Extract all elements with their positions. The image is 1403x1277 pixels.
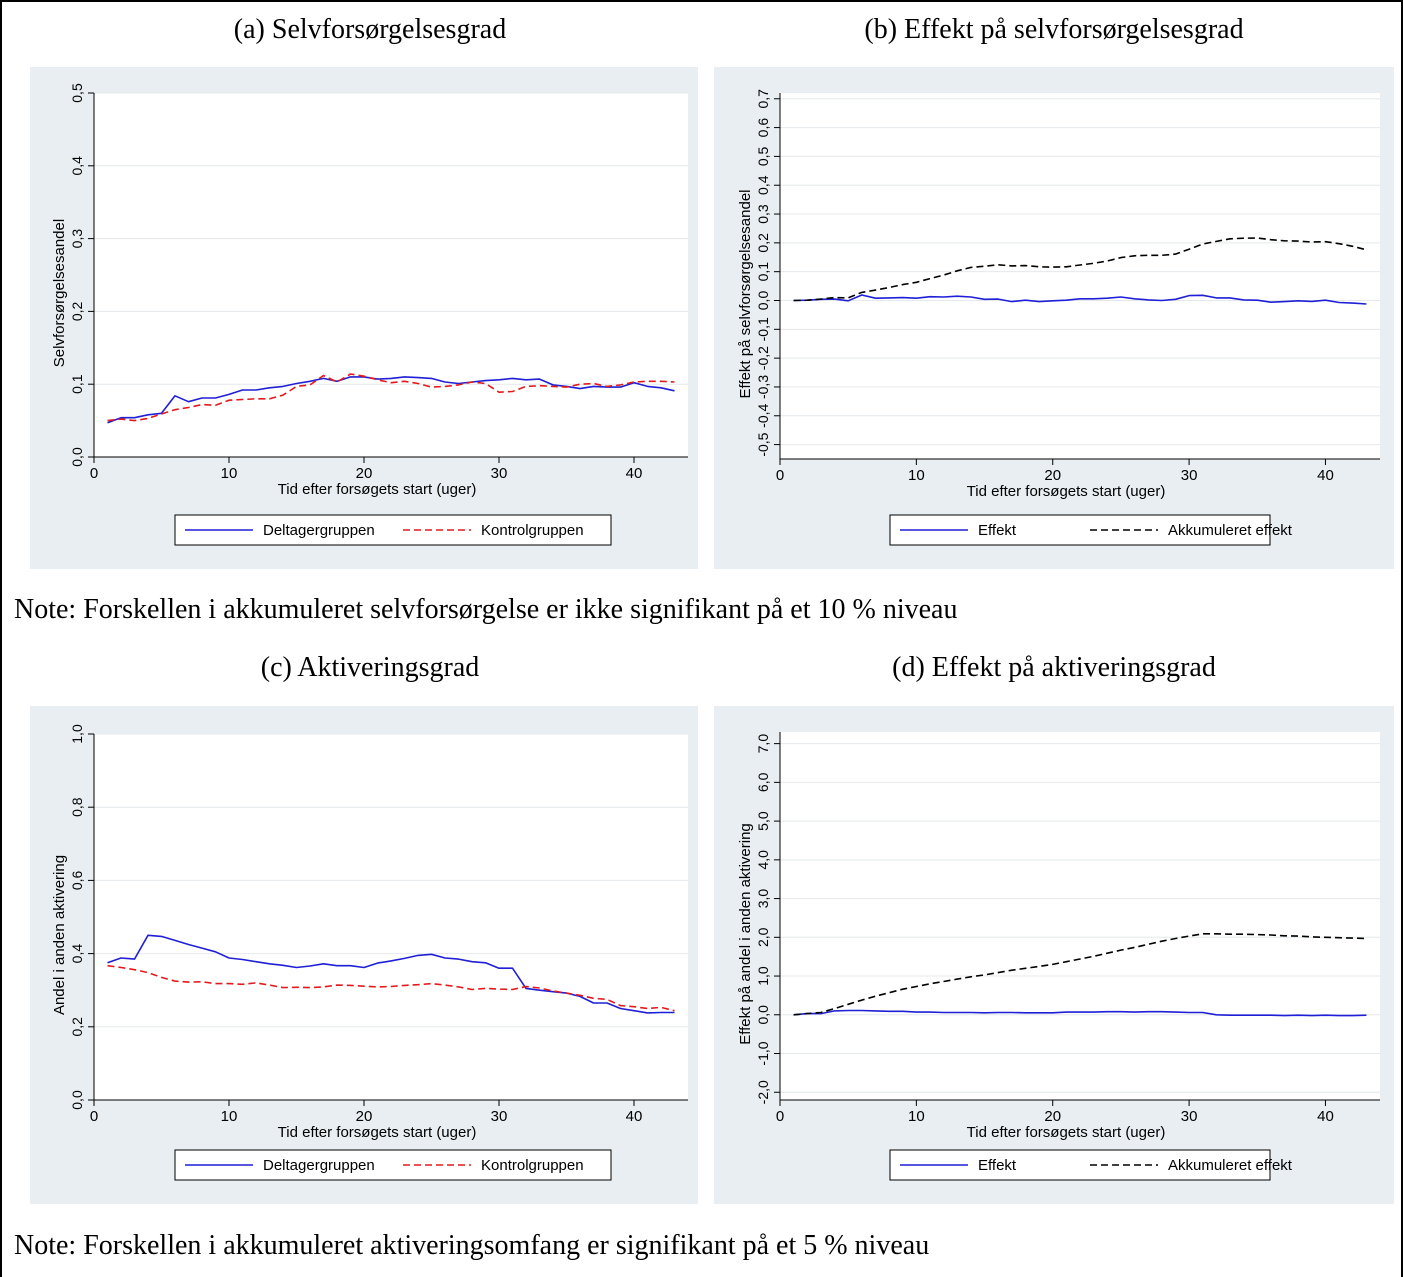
y-tick-label: 7,0	[755, 734, 771, 754]
y-tick-label: 0,4	[69, 944, 85, 964]
y-axis-title: Effekt på andel i anden aktivering	[737, 823, 754, 1045]
plot-area	[780, 732, 1380, 1100]
chart-panel-a: 0,0 0,1 0,2 0,3 0,4 0,5 0 10 20 30 40 Tid efter for…	[30, 67, 698, 569]
y-tick-label: 0,0	[755, 291, 771, 311]
x-tick-label: 30	[491, 1108, 508, 1125]
y-tick-label: 0,1	[69, 374, 85, 394]
y-tick-label: 0,8	[69, 797, 85, 817]
chart-panel-c: 0,0 0,2 0,4 0,6 0,8 1,0 0 10 20 30 40 Tid efter for…	[30, 706, 698, 1204]
chart-b-svg: -0,5 -0,4 -0,3 -0,2 -0,1 0,0 0,1 0,2 0,3 0,4 0,5 0,…	[737, 89, 1380, 546]
title-panel-a: (a) Selvforsørgelsesgrad	[233, 14, 507, 45]
note-top: Note: Forskellen i akkumuleret selvforsø…	[14, 594, 958, 625]
y-tick-label: -0,5	[755, 432, 771, 456]
x-tick-label: 0	[776, 467, 784, 484]
x-tick-label: 40	[1317, 1108, 1334, 1125]
x-tick-label: 20	[1044, 1108, 1061, 1125]
x-tick-label: 30	[491, 465, 508, 482]
y-tick-label: -1,0	[755, 1041, 771, 1065]
plot-area	[780, 93, 1380, 459]
x-axis-title: Tid efter forsøgets start (uger)	[278, 1124, 477, 1141]
legend-label-1: Kontrolgruppen	[481, 522, 584, 539]
x-tick-label: 0	[90, 465, 98, 482]
y-tick-label: -0,1	[755, 317, 771, 341]
x-tick-label: 10	[221, 1108, 238, 1125]
y-tick-label: 0,2	[69, 1017, 85, 1037]
series-line-0	[107, 934, 675, 1014]
x-tick-label: 40	[1317, 467, 1334, 484]
legend-label-1: Akkumuleret effekt	[1168, 1157, 1293, 1174]
y-tick-label: 0,7	[755, 89, 771, 109]
y-tick-label: 1,0	[755, 966, 771, 986]
y-tick-label: 0,6	[69, 870, 85, 890]
y-tick-label: 5,0	[755, 811, 771, 831]
x-tick-label: 40	[626, 465, 643, 482]
y-tick-label: 2,0	[755, 927, 771, 947]
title-panel-b: (b) Effekt på selvforsørgelsesgrad	[864, 14, 1244, 45]
y-tick-label: -0,2	[755, 346, 771, 370]
y-tick-label: -0,4	[755, 403, 771, 427]
chart-panel-d: -2,0 -1,0 0,0 1,0 2,0 3,0 4,0 5,0 6,0 7,0 0 10 20 30 4…	[714, 706, 1394, 1204]
y-tick-label: 0,2	[69, 301, 85, 321]
y-tick-label: 0,0	[69, 447, 85, 467]
y-tick-label: 0,5	[755, 146, 771, 166]
x-tick-label: 40	[626, 1108, 643, 1125]
x-tick-label: 20	[356, 1108, 373, 1125]
x-axis-title: Tid efter forsøgets start (uger)	[967, 1124, 1166, 1141]
y-tick-label: 6,0	[755, 772, 771, 792]
legend-label-0: Effekt	[978, 522, 1017, 539]
y-tick-label: 0,6	[755, 118, 771, 138]
x-tick-label: 10	[908, 1108, 925, 1125]
x-tick-label: 10	[908, 467, 925, 484]
series-line-1	[793, 933, 1367, 1016]
x-tick-label: 10	[221, 465, 238, 482]
series-line-1	[107, 373, 675, 422]
legend-label-1: Kontrolgruppen	[481, 1157, 584, 1174]
y-tick-label: 0,5	[69, 83, 85, 103]
chart-panel-b: -0,5 -0,4 -0,3 -0,2 -0,1 0,0 0,1 0,2 0,3 0,4 0,5 0,…	[714, 67, 1394, 569]
x-tick-label: 30	[1181, 1108, 1198, 1125]
y-tick-label: 0,2	[755, 233, 771, 253]
x-tick-label: 0	[90, 1108, 98, 1125]
title-panel-d: (d) Effekt på aktiveringsgrad	[892, 652, 1216, 683]
y-tick-label: 0,0	[755, 1005, 771, 1025]
plot-area	[94, 734, 688, 1100]
x-tick-label: 30	[1181, 467, 1198, 484]
y-tick-label: 0,3	[755, 204, 771, 224]
y-axis-title: Effekt på selvforsørgelsesandel	[737, 190, 754, 399]
y-tick-label: 4,0	[755, 850, 771, 870]
x-tick-label: 20	[1044, 467, 1061, 484]
series-line-1	[107, 964, 675, 1012]
y-tick-label: 0,0	[69, 1090, 85, 1110]
plot-area	[94, 93, 688, 457]
series-line-1	[793, 237, 1367, 302]
series-line-0	[793, 1009, 1367, 1017]
x-axis-title: Tid efter forsøgets start (uger)	[278, 481, 477, 498]
y-tick-label: 0,3	[69, 229, 85, 249]
x-tick-label: 0	[776, 1108, 784, 1125]
legend-label-0: Deltagergruppen	[263, 1157, 375, 1174]
y-tick-label: 3,0	[755, 889, 771, 909]
y-tick-label: -0,3	[755, 375, 771, 399]
chart-a-svg: 0,0 0,1 0,2 0,3 0,4 0,5 0 10 20 30 40 Tid efter for…	[51, 83, 688, 546]
y-tick-label: 0,4	[69, 156, 85, 176]
chart-c-svg: 0,0 0,2 0,4 0,6 0,8 1,0 0 10 20 30 40 Tid efter for…	[51, 724, 688, 1181]
series-line-0	[107, 376, 675, 424]
legend-label-0: Deltagergruppen	[263, 522, 375, 539]
chart-d-svg: -2,0 -1,0 0,0 1,0 2,0 3,0 4,0 5,0 6,0 7,0 0 10 20 30 4…	[737, 732, 1380, 1181]
legend-label-0: Effekt	[978, 1157, 1017, 1174]
legend-label-1: Akkumuleret effekt	[1168, 522, 1293, 539]
note-bottom: Note: Forskellen i akkumuleret aktiverin…	[14, 1230, 930, 1261]
x-axis-title: Tid efter forsøgets start (uger)	[967, 483, 1166, 500]
y-tick-label: 0,4	[755, 175, 771, 195]
series-line-0	[793, 294, 1367, 305]
title-panel-c: (c) Aktiveringsgrad	[260, 652, 480, 683]
y-tick-label: -2,0	[755, 1080, 771, 1104]
y-axis-title: Andel i anden aktivering	[51, 855, 68, 1015]
y-tick-label: 0,1	[755, 262, 771, 282]
x-tick-label: 20	[356, 465, 373, 482]
y-axis-title: Selvforsørgelsesandel	[51, 219, 68, 367]
y-tick-label: 1,0	[69, 724, 85, 744]
